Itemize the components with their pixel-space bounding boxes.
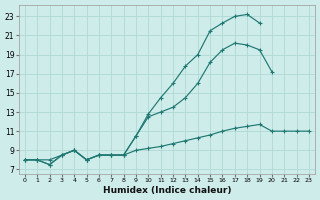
X-axis label: Humidex (Indice chaleur): Humidex (Indice chaleur): [103, 186, 231, 195]
